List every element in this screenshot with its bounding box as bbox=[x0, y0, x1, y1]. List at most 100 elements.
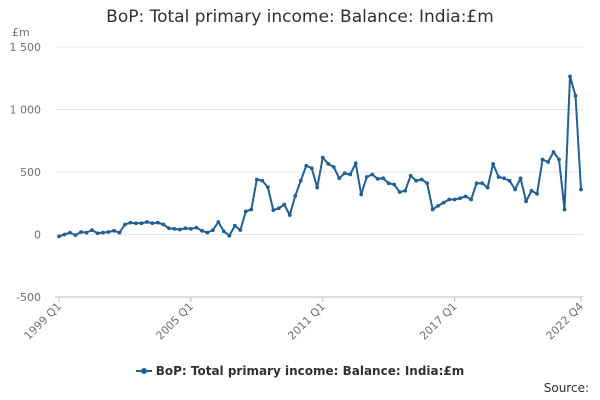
data-point[interactable] bbox=[106, 230, 111, 234]
data-point[interactable] bbox=[518, 176, 523, 181]
data-point[interactable] bbox=[112, 228, 116, 233]
data-point[interactable] bbox=[502, 176, 506, 181]
data-point[interactable] bbox=[315, 185, 320, 190]
data-point[interactable] bbox=[436, 203, 441, 208]
data-point[interactable] bbox=[90, 228, 94, 233]
data-point[interactable] bbox=[238, 228, 243, 233]
x-tick-label: 2011 Q1 bbox=[285, 300, 328, 343]
data-point[interactable] bbox=[573, 93, 578, 98]
data-point[interactable] bbox=[414, 178, 419, 183]
data-point[interactable] bbox=[265, 185, 270, 189]
data-point[interactable] bbox=[386, 181, 391, 186]
data-point[interactable] bbox=[331, 165, 336, 169]
data-point[interactable] bbox=[62, 232, 67, 237]
data-point[interactable] bbox=[551, 150, 556, 154]
data-point[interactable] bbox=[474, 181, 479, 186]
data-point[interactable] bbox=[309, 166, 314, 171]
data-point[interactable] bbox=[579, 187, 583, 192]
data-point[interactable] bbox=[271, 208, 276, 213]
legend[interactable]: BoP: Total primary income: Balance: Indi… bbox=[0, 364, 600, 378]
data-point[interactable] bbox=[491, 161, 495, 166]
data-point[interactable] bbox=[150, 221, 155, 226]
data-point[interactable] bbox=[221, 229, 226, 234]
data-point[interactable] bbox=[128, 220, 133, 225]
data-point[interactable] bbox=[156, 220, 160, 225]
data-point[interactable] bbox=[447, 197, 452, 202]
data-point[interactable] bbox=[513, 187, 517, 192]
data-point[interactable] bbox=[425, 181, 430, 186]
data-point[interactable] bbox=[79, 230, 83, 234]
data-point[interactable] bbox=[529, 188, 534, 193]
data-point[interactable] bbox=[458, 196, 463, 201]
data-point[interactable] bbox=[183, 226, 188, 231]
data-point[interactable] bbox=[166, 226, 171, 231]
data-point[interactable] bbox=[249, 207, 254, 212]
data-point[interactable] bbox=[557, 157, 561, 162]
data-point[interactable] bbox=[403, 188, 408, 193]
data-point[interactable] bbox=[282, 202, 287, 207]
data-point[interactable] bbox=[194, 225, 199, 230]
data-point[interactable] bbox=[304, 163, 309, 168]
data-point[interactable] bbox=[469, 197, 474, 202]
data-point[interactable] bbox=[485, 185, 490, 190]
data-point[interactable] bbox=[101, 230, 105, 235]
data-point[interactable] bbox=[134, 221, 138, 226]
y-tick-label: 0 bbox=[34, 229, 41, 242]
data-point[interactable] bbox=[145, 220, 149, 224]
y-tick-label: 1 000 bbox=[10, 104, 42, 117]
data-point[interactable] bbox=[496, 175, 501, 179]
data-point[interactable] bbox=[540, 157, 545, 162]
data-point[interactable] bbox=[276, 206, 281, 211]
data-point[interactable] bbox=[381, 176, 386, 181]
data-point[interactable] bbox=[95, 231, 100, 236]
data-point[interactable] bbox=[441, 200, 446, 205]
data-point[interactable] bbox=[57, 234, 61, 239]
data-point[interactable] bbox=[287, 213, 292, 218]
data-point[interactable] bbox=[123, 222, 127, 227]
data-point[interactable] bbox=[524, 199, 528, 204]
data-point[interactable] bbox=[375, 176, 380, 181]
data-point[interactable] bbox=[546, 160, 550, 164]
data-point[interactable] bbox=[260, 178, 265, 183]
data-point[interactable] bbox=[188, 226, 193, 231]
data-point[interactable] bbox=[210, 228, 215, 233]
data-point[interactable] bbox=[68, 230, 72, 235]
data-point[interactable] bbox=[452, 197, 457, 202]
data-point[interactable] bbox=[535, 191, 539, 196]
data-point[interactable] bbox=[326, 161, 331, 166]
data-point[interactable] bbox=[480, 181, 484, 186]
data-point[interactable] bbox=[353, 161, 358, 166]
data-point[interactable] bbox=[298, 178, 303, 183]
data-point[interactable] bbox=[507, 178, 512, 183]
data-point[interactable] bbox=[216, 220, 221, 224]
data-point[interactable] bbox=[359, 192, 364, 197]
data-point[interactable] bbox=[232, 223, 237, 228]
data-point[interactable] bbox=[568, 74, 572, 79]
data-point[interactable] bbox=[320, 155, 325, 160]
data-point[interactable] bbox=[161, 222, 166, 227]
data-point[interactable] bbox=[172, 226, 177, 231]
data-point[interactable] bbox=[205, 230, 210, 235]
data-point[interactable] bbox=[419, 177, 424, 182]
data-point[interactable] bbox=[430, 207, 435, 212]
data-point[interactable] bbox=[463, 194, 468, 199]
data-point[interactable] bbox=[293, 193, 298, 198]
data-point[interactable] bbox=[348, 172, 353, 177]
data-point[interactable] bbox=[337, 176, 342, 181]
data-point[interactable] bbox=[243, 209, 248, 214]
data-point[interactable] bbox=[254, 177, 259, 182]
data-point[interactable] bbox=[397, 190, 402, 194]
data-point[interactable] bbox=[562, 207, 567, 212]
data-point[interactable] bbox=[342, 171, 347, 176]
data-point[interactable] bbox=[84, 230, 89, 235]
data-point[interactable] bbox=[392, 182, 397, 187]
data-point[interactable] bbox=[370, 172, 375, 177]
data-point[interactable] bbox=[408, 173, 413, 178]
data-point[interactable] bbox=[199, 228, 204, 233]
data-point[interactable] bbox=[139, 221, 144, 226]
data-point[interactable] bbox=[364, 175, 369, 179]
data-point[interactable] bbox=[227, 233, 232, 238]
data-point[interactable] bbox=[117, 230, 122, 235]
data-point[interactable] bbox=[73, 233, 78, 238]
data-point[interactable] bbox=[177, 227, 182, 232]
